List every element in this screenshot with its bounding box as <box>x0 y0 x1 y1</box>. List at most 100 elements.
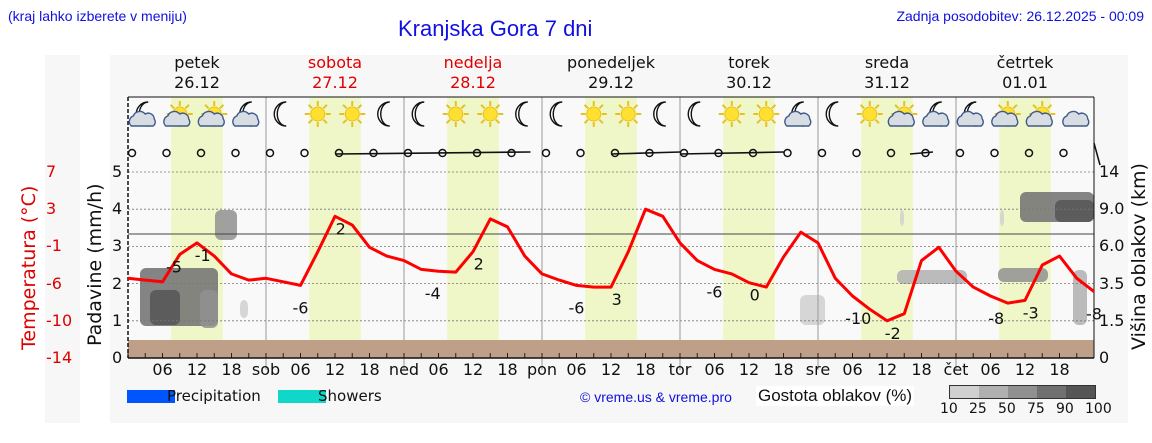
moon-cloud-icon <box>128 101 156 127</box>
time-tick: 18 <box>1049 360 1070 379</box>
cloud-density-area <box>240 300 248 318</box>
time-tick: 12 <box>1014 360 1036 379</box>
precipitation-legend-swatch <box>127 390 175 403</box>
time-tick: 18 <box>497 360 518 379</box>
wind-calm-icon <box>334 148 344 158</box>
time-tick: 12 <box>600 360 622 379</box>
cloud-density-area <box>800 295 825 325</box>
wind-calm-icon <box>300 148 309 158</box>
wind-calm-icon <box>127 148 137 158</box>
time-tick: pon <box>526 360 558 379</box>
sun-icon <box>580 101 607 127</box>
moon-icon <box>411 101 425 127</box>
sun-icon <box>718 101 745 127</box>
wind-calm-icon <box>541 148 551 158</box>
moon-icon <box>377 101 390 127</box>
temperature-label: -8 <box>988 309 1004 328</box>
time-tick: 06 <box>428 360 449 379</box>
day-name: torek <box>728 53 770 72</box>
temperature-label: 3 <box>612 290 622 309</box>
time-tick: 06 <box>704 360 725 379</box>
density-swatch <box>950 386 979 398</box>
temperature-label: -3 <box>1023 303 1039 322</box>
moon-icon <box>273 101 287 127</box>
cloud-density-scale <box>949 385 1096 399</box>
temperature-tick: -6 <box>46 273 62 293</box>
day-date: 30.12 <box>726 73 772 92</box>
moon-icon <box>653 101 666 127</box>
wind-barb-icon <box>909 151 934 155</box>
cloud-density-label: Gostota oblakov (%) <box>756 386 915 406</box>
daylight-band <box>999 97 1051 358</box>
day-date: 31.12 <box>864 73 910 92</box>
credit-link[interactable]: © vreme.us & vreme.pro <box>580 389 732 405</box>
wind-calm-icon <box>783 148 792 158</box>
sun-cloud-icon <box>991 101 1021 127</box>
time-tick: 06 <box>566 360 587 379</box>
temperature-label: -6 <box>707 282 723 301</box>
moon-icon <box>549 101 563 127</box>
showers-legend-swatch <box>278 390 326 403</box>
precipitation-tick: 5 <box>112 162 123 181</box>
showers-legend-label: Showers <box>318 387 382 405</box>
temperature-label: -2 <box>885 324 901 343</box>
time-tick: 18 <box>359 360 380 379</box>
sun-icon <box>856 101 883 127</box>
wind-calm-icon <box>886 148 896 158</box>
temperature-label: 0 <box>750 286 760 305</box>
sun-icon <box>615 101 642 127</box>
cloud-density-area <box>1000 210 1004 226</box>
time-tick: sre <box>805 360 831 379</box>
wind-calm-icon <box>990 148 999 158</box>
wind-calm-icon <box>852 148 861 158</box>
time-tick: 06 <box>842 360 863 379</box>
time-tick: 12 <box>876 360 898 379</box>
cloud-height-tick: 6.0 <box>1099 236 1125 256</box>
wind-calm-icon <box>1059 148 1068 158</box>
temperature-label: -5 <box>166 257 182 276</box>
time-tick: sob <box>251 360 281 379</box>
cloud-icon <box>1062 110 1090 127</box>
wind-barb-icon <box>610 151 681 155</box>
temperature-label: 2 <box>474 255 484 274</box>
density-tick: 25 <box>969 401 987 417</box>
density-swatch <box>1008 386 1037 398</box>
page-title: Kranjska Gora 7 dni <box>398 16 593 41</box>
time-tick: 18 <box>911 360 932 379</box>
density-tick: 50 <box>998 401 1016 417</box>
time-tick: ned <box>388 360 420 379</box>
moon-icon <box>515 101 528 127</box>
time-tick: 12 <box>738 360 760 379</box>
density-swatch <box>1037 386 1066 398</box>
wind-calm-icon <box>231 148 240 158</box>
temperature-tick: -10 <box>46 310 73 330</box>
moon-cloud-icon <box>232 101 260 127</box>
precipitation-tick: 3 <box>112 236 123 256</box>
wind-calm-icon <box>265 148 275 158</box>
density-tick: 10 <box>940 401 958 417</box>
sun-icon <box>753 101 780 127</box>
daylight-band <box>447 97 499 358</box>
sun-cloud-icon <box>163 101 193 127</box>
temperature-label: -1 <box>195 246 211 265</box>
wind-calm-icon <box>576 148 585 158</box>
day-header: sobota 27.12 <box>266 53 404 93</box>
precipitation-tick: 0 <box>112 348 123 367</box>
time-tick: 12 <box>324 360 346 379</box>
time-tick: 18 <box>221 360 242 379</box>
location-hint: (kraj lahko izberete v meniju) <box>8 8 187 24</box>
temperature-label: -6 <box>569 298 585 317</box>
precipitation-tick: 2 <box>112 273 123 293</box>
density-tick: 100 <box>1085 401 1112 417</box>
density-tick: 75 <box>1027 401 1045 417</box>
sun-cloud-icon <box>197 101 228 127</box>
temperature-label: -10 <box>845 309 871 328</box>
cloud-height-tick: 3.5 <box>1099 273 1125 293</box>
temperature-tick: -1 <box>46 236 62 256</box>
temperature-tick: 3 <box>46 199 57 219</box>
last-updated: Zadnja posodobitev: 26.12.2025 - 00:09 <box>896 8 1144 24</box>
wind-calm-icon <box>955 148 965 158</box>
time-tick: tor <box>668 360 692 379</box>
temperature-label: -4 <box>425 284 441 303</box>
density-swatch <box>1066 386 1095 398</box>
